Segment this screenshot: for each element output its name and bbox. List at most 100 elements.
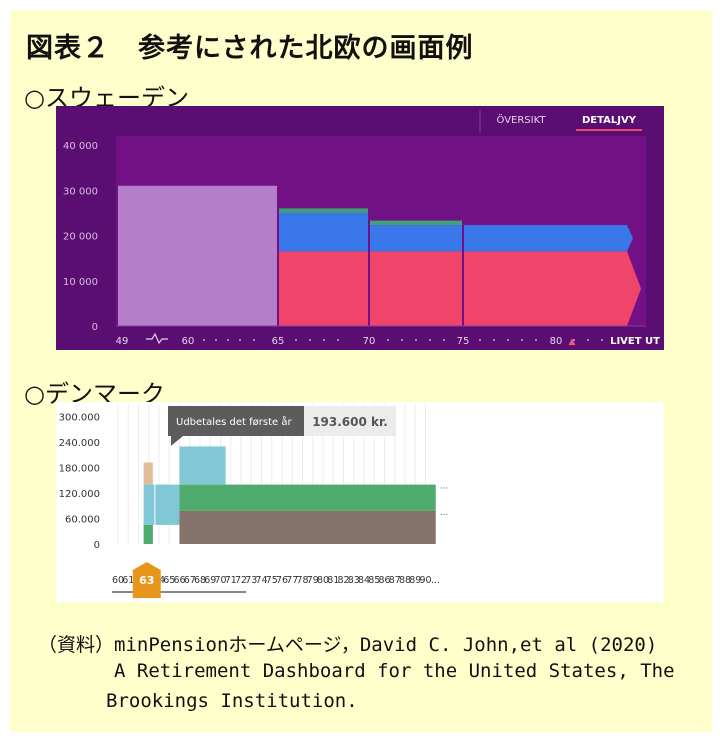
- bar-block: [143, 524, 153, 544]
- bar-segment: [118, 185, 277, 326]
- x-tick-label: 65: [272, 336, 285, 347]
- x-minor-tick: [203, 339, 205, 341]
- x-minor-tick: [239, 339, 241, 341]
- x-tick-label: 82: [337, 575, 349, 586]
- x-minor-tick: [573, 339, 575, 341]
- bar-segment: [464, 225, 633, 252]
- y-tick-label: 60.000: [65, 515, 100, 526]
- x-tick-label: 60: [112, 575, 124, 586]
- denmark-pension-chart: 0 60.000 120.000 180.000 240.000 300.000.....…: [56, 402, 664, 602]
- x-tick-label: 79: [307, 575, 319, 586]
- tooltip-value: 193.600 kr.: [312, 415, 388, 429]
- bar-segment: [279, 208, 368, 213]
- x-tick-label: 73: [245, 575, 257, 586]
- y-tick-label: 300.000: [59, 413, 100, 424]
- axis-break-icon: [146, 332, 168, 345]
- x-tick-label: 75: [457, 336, 470, 347]
- y-tick-label: 0: [94, 540, 100, 551]
- tab-oversikt[interactable]: ÖVERSIKT: [497, 113, 547, 126]
- x-minor-tick: [587, 339, 589, 341]
- x-tick-label: 84: [358, 575, 370, 586]
- x-minor-tick: [295, 339, 297, 341]
- x-tick-label: 78: [296, 575, 308, 586]
- x-tick-label: 76: [276, 575, 288, 586]
- source-line-3: Brookings Institution.: [106, 690, 358, 712]
- x-minor-tick: [601, 339, 603, 341]
- x-tick-label: 61: [122, 575, 134, 586]
- x-tick-label: 86: [378, 575, 390, 586]
- x-tick-label: 68: [194, 575, 206, 586]
- bar-segment: [370, 220, 462, 226]
- bar-segment: [370, 251, 462, 326]
- x-minor-tick: [479, 339, 481, 341]
- x-tick-label: 80: [317, 575, 329, 586]
- continuation-mark: ...: [440, 482, 449, 492]
- bar-block: [179, 484, 436, 511]
- x-tick-label: 70: [214, 575, 226, 586]
- denmark-chart-svg: 0 60.000 120.000 180.000 240.000 300.000.....…: [59, 404, 449, 598]
- y-tick-label: 180.000: [59, 464, 100, 475]
- bar-block: [179, 510, 436, 544]
- x-minor-tick: [215, 339, 217, 341]
- x-tick-label: 90: [419, 575, 431, 586]
- x-minor-tick: [415, 339, 417, 341]
- x-tick-label: 74: [255, 575, 267, 586]
- x-tick-label: 67: [184, 575, 196, 586]
- x-tick-label: 89: [409, 575, 421, 586]
- x-minor-tick: [227, 339, 229, 341]
- figure-title: 図表２ 参考にされた北欧の画面例: [26, 33, 474, 64]
- x-tick-label: 85: [368, 575, 380, 586]
- x-tick-label: 60: [182, 336, 195, 347]
- tooltip-value-box: [304, 406, 396, 436]
- x-tick-label: 66: [173, 575, 185, 586]
- x-minor-tick: [429, 339, 431, 341]
- x-minor-tick: [253, 339, 255, 341]
- x-tick-label: 70: [363, 336, 376, 347]
- tooltip-pointer: [171, 436, 183, 446]
- x-minor-tick: [521, 339, 523, 341]
- tooltip-box: [168, 406, 304, 436]
- x-tick-label: 83: [348, 575, 360, 586]
- source-line-2: A Retirement Dashboard for the United St…: [114, 660, 675, 682]
- x-tick-label: ...: [431, 575, 440, 586]
- x-minor-tick: [323, 339, 325, 341]
- x-tick-label: 65: [163, 575, 175, 586]
- x-minor-tick: [535, 339, 537, 341]
- y-tick-label: 30 000: [63, 186, 98, 197]
- x-tick-label: 87: [389, 575, 401, 586]
- y-tick-label: 10 000: [63, 277, 98, 288]
- x-tick-label: 72: [235, 575, 247, 586]
- current-age-marker: ▲: [569, 337, 576, 347]
- x-tick-label: 81: [327, 575, 339, 586]
- x-tick-label: 77: [286, 575, 298, 586]
- bar-segment: [464, 251, 641, 326]
- sweden-chart-svg: 0 10 000 20 000 30 000 40 000 49 60 65 70 75 80 ▲ LI…: [63, 110, 660, 347]
- tab-detaljvy[interactable]: DETALJVY: [582, 115, 637, 126]
- x-minor-tick: [309, 339, 311, 341]
- x-tick-label-lifetime: LIVET UT: [610, 336, 660, 347]
- bar-block: [179, 446, 226, 485]
- x-minor-tick: [337, 339, 339, 341]
- bar-segment: [370, 225, 462, 252]
- tooltip-label: Udbetales det første år: [176, 415, 292, 428]
- x-tick-label: 80: [550, 336, 563, 347]
- x-tick-label: 71: [225, 575, 237, 586]
- continuation-mark: ...: [440, 508, 449, 518]
- y-tick-label: 240.000: [59, 438, 100, 449]
- bar-segment: [279, 251, 368, 326]
- x-tick-label: 88: [399, 575, 411, 586]
- y-tick-label: 40 000: [63, 141, 98, 152]
- x-minor-tick: [387, 339, 389, 341]
- bar-segment: [279, 212, 368, 252]
- y-tick-label: 120.000: [59, 489, 100, 500]
- sweden-pension-chart: 0 10 000 20 000 30 000 40 000 49 60 65 70 75 80 ▲ LI…: [56, 106, 664, 350]
- x-minor-tick: [401, 339, 403, 341]
- x-minor-tick: [443, 339, 445, 341]
- age-slider-handle[interactable]: [132, 562, 161, 598]
- x-minor-tick: [507, 339, 509, 341]
- bar-block: [143, 462, 153, 485]
- x-minor-tick: [493, 339, 495, 341]
- x-tick-label: 69: [204, 575, 216, 586]
- y-tick-label: 20 000: [63, 232, 98, 243]
- selected-age-label: 63: [139, 574, 154, 587]
